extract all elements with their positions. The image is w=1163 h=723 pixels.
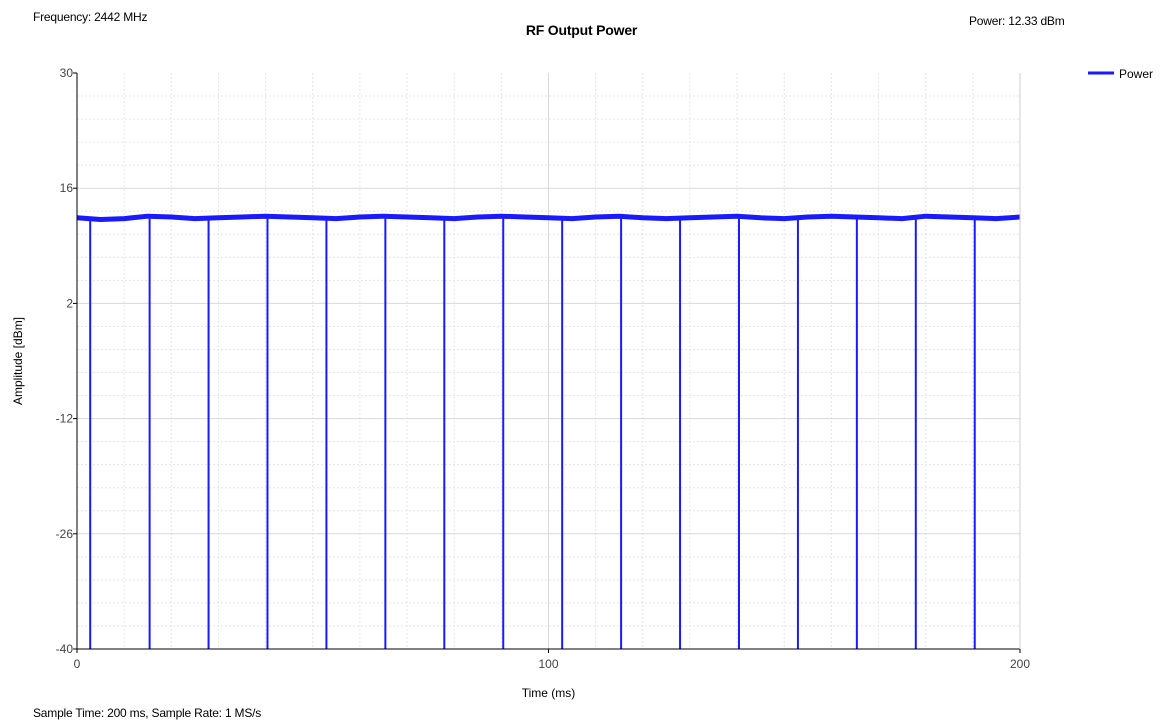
y-tick-label: -26 xyxy=(56,527,74,541)
y-tick-label: 30 xyxy=(60,66,74,80)
y-tick-label: 2 xyxy=(66,296,73,310)
y-axis-title: Amplitude [dBm] xyxy=(11,317,25,405)
x-tick-label: 100 xyxy=(538,657,558,671)
frequency-readout: Frequency: 2442 MHz xyxy=(33,10,148,24)
legend-label-power: Power xyxy=(1119,67,1153,81)
y-tick-label: -40 xyxy=(56,642,74,656)
power-readout: Power: 12.33 dBm xyxy=(969,14,1065,28)
y-tick-label: 16 xyxy=(60,181,74,195)
sample-info: Sample Time: 200 ms, Sample Rate: 1 MS/s xyxy=(33,706,262,720)
y-tick-label: -12 xyxy=(56,412,74,426)
axes xyxy=(73,72,1021,653)
x-tick-label: 200 xyxy=(1010,657,1030,671)
power-trace xyxy=(76,213,1021,222)
series-power xyxy=(76,213,1021,649)
tick-labels: 30 16 2 -12 -26 -400 100 200 xyxy=(56,66,1031,671)
x-axis-title: Time (ms) xyxy=(522,686,576,700)
x-tick-label: 0 xyxy=(74,657,81,671)
legend: Power xyxy=(1088,67,1153,81)
grid-lines xyxy=(77,73,1020,649)
chart-title: RF Output Power xyxy=(525,22,638,38)
